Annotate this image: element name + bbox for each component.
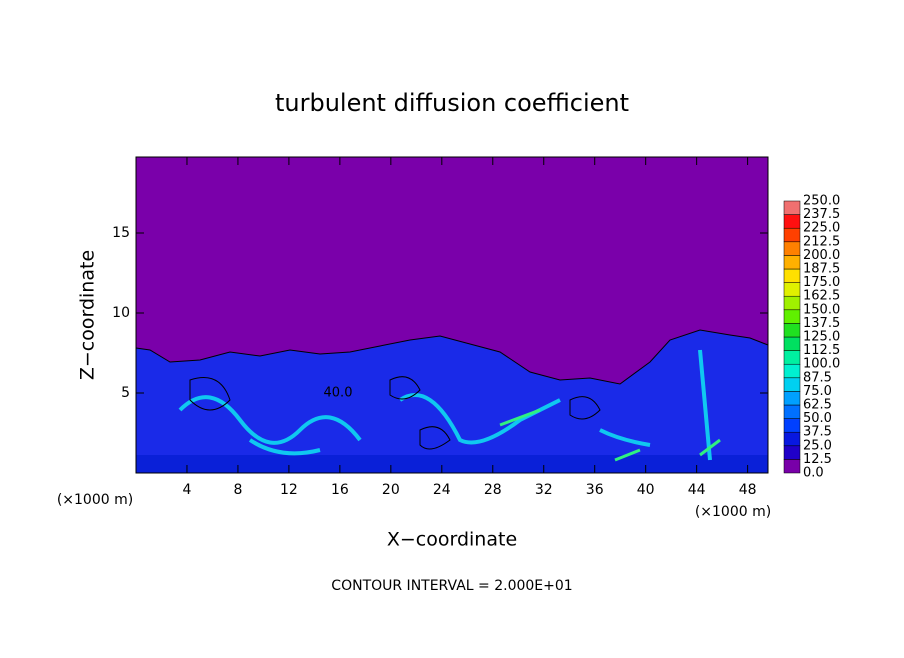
y-axis-label: Z−coordinate [77,250,99,380]
x-tick-label: 32 [535,482,553,498]
colorbar-label: 75.0 [803,384,832,399]
colorbar-segment [783,268,801,283]
x-tick-label: 28 [484,482,502,498]
x-tick-label: 4 [183,482,192,498]
colorbar-segment [783,227,801,243]
colorbar-label: 50.0 [803,411,832,426]
peak-streak [499,408,721,462]
x-tick-label: 40 [637,482,655,498]
colorbar-label: 62.5 [803,398,832,413]
y-unit-label: (×1000 m) [57,492,133,508]
colorbar-label: 87.5 [803,370,832,385]
x-tick-label: 44 [688,482,706,498]
colorbar-label: 212.5 [803,234,840,249]
x-tick-label: 20 [382,482,400,498]
high-diffusion-streak [178,349,712,461]
y-tick-label: 5 [121,385,130,401]
colorbar-label: 200.0 [803,248,840,263]
colorbar-segment [783,309,801,324]
x-axis-label: X−coordinate [387,529,517,551]
colorbar-segment [783,391,801,406]
colorbar-segment [783,404,801,419]
colorbar-label: 100.0 [803,357,840,372]
contour-label: 40.0 [324,386,353,401]
colorbar-segment [783,214,801,229]
colorbar-segment [783,418,801,433]
y-tick-label: 15 [112,225,130,241]
colorbar-segment [783,295,801,311]
field: 40.0 [135,157,769,474]
colorbar-segment [783,255,801,270]
chart-title: turbulent diffusion coefficient [275,89,629,117]
colorbar-segment [783,350,801,365]
colorbar-label: 237.5 [803,207,840,222]
colorbar-label: 162.5 [803,289,840,304]
colorbar-label: 225.0 [803,221,840,236]
x-tick-label: 16 [331,482,349,498]
colorbar-segment [783,459,801,474]
contour-line [189,376,601,450]
colorbar-segment [783,431,801,447]
x-tick-label: 36 [586,482,604,498]
plot-frame [135,156,769,474]
colorbar-label: 25.0 [803,438,832,453]
colorbar-segment [783,363,801,379]
colorbar-label: 12.5 [803,452,832,467]
colorbar-label: 187.5 [803,262,840,277]
surface-layer [136,455,768,473]
colorbar-label: 250.0 [803,194,840,209]
colorbar-label: 37.5 [803,425,832,440]
colorbar-label: 112.5 [803,343,840,358]
colorbar-segment [783,200,801,215]
colorbar-label: 125.0 [803,330,840,345]
colorbar-segment [783,323,801,338]
colorbar-segment [783,282,801,297]
colorbar-label: 0.0 [803,466,824,481]
colorbar-label: 175.0 [803,275,840,290]
y-tick-label: 10 [112,305,130,321]
colorbar-segment [783,377,801,392]
colorbar-label: 150.0 [803,302,840,317]
colorbar-label: 137.5 [803,316,840,331]
footnote: CONTOUR INTERVAL = 2.000E+01 [331,578,572,594]
colorbar-segment [783,241,801,256]
x-tick-label: 8 [233,482,242,498]
x-tick-label: 48 [739,482,757,498]
colorbar-segment [783,336,801,351]
x-tick-label: 12 [280,482,298,498]
x-tick-label: 24 [433,482,451,498]
colorbar-segment [783,445,801,460]
x-unit-label: (×1000 m) [695,504,771,520]
